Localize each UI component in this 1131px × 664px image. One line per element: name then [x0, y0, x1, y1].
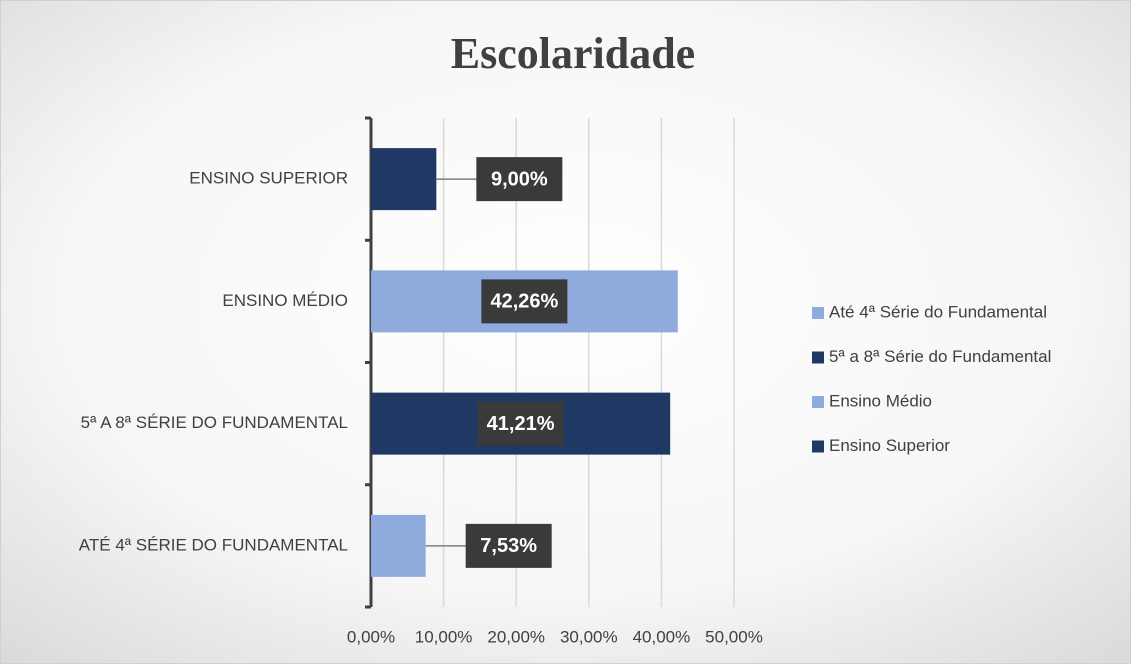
bar — [371, 514, 426, 577]
legend-label: 5ª a 8ª Série do Fundamental — [829, 347, 1051, 366]
x-tick-label: 0,00% — [347, 627, 395, 646]
legend-label: Até 4ª Série do Fundamental — [829, 302, 1047, 321]
y-tick-label: ENSINO SUPERIOR — [189, 169, 348, 188]
label-box — [477, 401, 564, 446]
y-tick-label: ATÉ 4ª SÉRIE DO FUNDAMENTAL — [79, 535, 348, 554]
x-tick-label: 40,00% — [633, 627, 691, 646]
legend-label: Ensino Superior — [829, 436, 950, 455]
x-tick-label: 20,00% — [487, 627, 545, 646]
y-tick-label: ENSINO MÉDIO — [222, 291, 348, 310]
data-label: 42,26% — [490, 291, 558, 313]
y-tick-label: 5ª A 8ª SÉRIE DO FUNDAMENTAL — [81, 413, 348, 432]
data-label: 7,53% — [480, 535, 537, 557]
x-tick-label: 50,00% — [705, 627, 763, 646]
bar — [371, 148, 437, 211]
x-tick-label: 30,00% — [560, 627, 618, 646]
x-tick-label: 10,00% — [415, 627, 473, 646]
label-box — [481, 279, 568, 324]
data-label: 9,00% — [491, 168, 548, 190]
legend-label: Ensino Médio — [829, 391, 932, 410]
label-box — [465, 523, 552, 568]
legend-swatch — [812, 396, 824, 408]
legend-swatch — [812, 307, 824, 319]
label-box — [476, 157, 563, 202]
data-label: 41,21% — [487, 413, 555, 435]
legend-swatch — [812, 351, 824, 364]
chart-title: Escolaridade — [451, 29, 695, 78]
legend-swatch — [812, 440, 824, 453]
